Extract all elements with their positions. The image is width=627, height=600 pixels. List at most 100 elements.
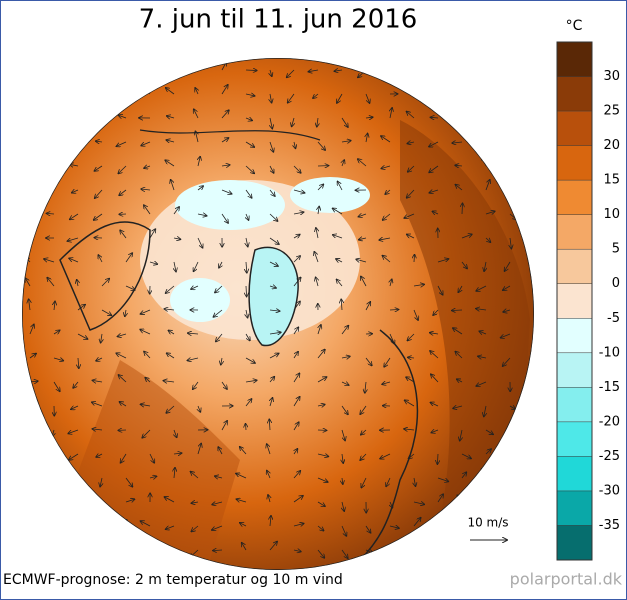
wind-arrow <box>246 309 248 318</box>
source: polarportal.dk <box>510 570 623 589</box>
wind-arrow <box>213 309 223 317</box>
wind-arrow <box>437 494 443 503</box>
wind-arrow <box>191 525 199 532</box>
wind-arrow <box>318 325 321 335</box>
wind-arrow <box>509 425 518 431</box>
colorbar-tick-label: 5 <box>612 242 620 257</box>
wind-arrow <box>196 62 198 71</box>
wind-arrow <box>191 502 199 503</box>
wind-arrow <box>246 285 247 297</box>
wind-arrow <box>313 93 319 98</box>
wind-arrow <box>437 61 444 71</box>
wind-arrow <box>166 140 175 142</box>
colorbar: 30 25 20 15 10 5 0 -5 -10 -15 -20 -25 -30 -35 <box>556 41 620 561</box>
wind-arrow <box>293 471 300 479</box>
wind-arrow <box>167 353 175 359</box>
wind-arrow <box>429 141 439 147</box>
wind-arrow <box>53 118 59 121</box>
colorbar-outline <box>556 41 593 561</box>
wind-arrow <box>118 165 127 174</box>
wind-arrow <box>101 69 109 77</box>
colorbar-bin <box>557 456 592 491</box>
wind-arrow <box>341 299 342 311</box>
wind-arrow <box>213 550 223 551</box>
wind-arrow <box>245 141 254 147</box>
wind-arrow <box>174 468 175 479</box>
wind-arrow <box>240 523 247 526</box>
colorbar-tick-label: 0 <box>612 276 620 291</box>
wind-arrow <box>457 495 463 503</box>
wind-arrow <box>413 309 418 320</box>
wind-arrow <box>317 525 324 531</box>
wind-arrow <box>30 180 32 191</box>
wind-arrow <box>67 237 79 241</box>
wind-arrow <box>317 141 325 150</box>
wind-arrow <box>478 356 487 358</box>
wind-arrow <box>409 453 415 459</box>
wind-arrow <box>245 357 255 363</box>
colorbar-bin <box>557 421 592 457</box>
wind-arrow <box>119 402 127 407</box>
wind-arrow <box>141 141 151 146</box>
wind-arrow <box>197 444 201 455</box>
wind-arrow <box>53 549 60 555</box>
wind-arrow <box>485 211 495 214</box>
title: 7. jun til 11. jun 2016 <box>139 5 418 35</box>
wind-arrow <box>293 524 304 527</box>
wind-arrow <box>413 284 424 286</box>
wind-arrow <box>293 190 305 193</box>
colorbar-tick-label: 20 <box>603 138 620 153</box>
wind-arrow <box>341 429 345 441</box>
wind-arrow <box>245 165 254 173</box>
wind-arrow <box>269 377 274 383</box>
wind-arrow <box>96 454 103 457</box>
wind-arrow <box>215 476 223 478</box>
colorbar-tick-label: -25 <box>599 449 620 464</box>
wind-arrow <box>269 310 280 311</box>
wind-arrow <box>365 302 370 311</box>
wind-arrow <box>119 115 127 118</box>
wind-arrow <box>54 501 55 512</box>
wind-arrow <box>242 543 247 551</box>
wind-arrow <box>317 477 328 482</box>
wind-arrow <box>461 234 472 239</box>
wind-arrow <box>269 165 274 173</box>
wind-arrow <box>437 259 449 263</box>
wind-arrow <box>116 353 127 359</box>
wind-arrow <box>198 157 200 167</box>
wind-arrow <box>245 333 250 341</box>
wind-arrow <box>381 166 391 169</box>
wind-arrow <box>92 380 103 382</box>
wind-arrow <box>170 60 175 71</box>
wind-arrow <box>166 405 175 413</box>
wind-arrow <box>500 549 511 555</box>
colorbar-tick-label: 10 <box>603 207 620 222</box>
wind-arrow <box>77 305 85 311</box>
colorbar-bin <box>557 111 592 146</box>
wind-arrow <box>164 309 175 310</box>
wind-arrow <box>317 405 325 407</box>
wind-arrow <box>141 189 151 190</box>
wind-arrow <box>101 88 111 95</box>
wind-arrow <box>341 117 348 127</box>
colorbar-bin <box>557 283 592 319</box>
wind-arrow <box>173 238 181 239</box>
wind-arrow <box>361 429 367 435</box>
wind-arrow <box>174 261 176 272</box>
wind-arrow <box>358 159 367 167</box>
wind-arrow <box>92 402 103 407</box>
wind-arrow <box>270 69 272 76</box>
wind-arrow <box>413 518 421 527</box>
wind-arrow <box>337 93 343 103</box>
wind-arrow <box>149 229 155 239</box>
wind-arrow <box>412 542 414 551</box>
wind-arrow <box>294 449 298 455</box>
wind-arrow <box>44 69 55 74</box>
wind-arrow <box>26 204 31 215</box>
wind-arrow <box>414 477 416 486</box>
wind-arrow <box>288 93 295 103</box>
wind-arrow <box>365 525 371 533</box>
wind-arrow <box>75 69 78 77</box>
wind-arrow <box>218 447 223 455</box>
wind-arrow <box>509 132 515 143</box>
